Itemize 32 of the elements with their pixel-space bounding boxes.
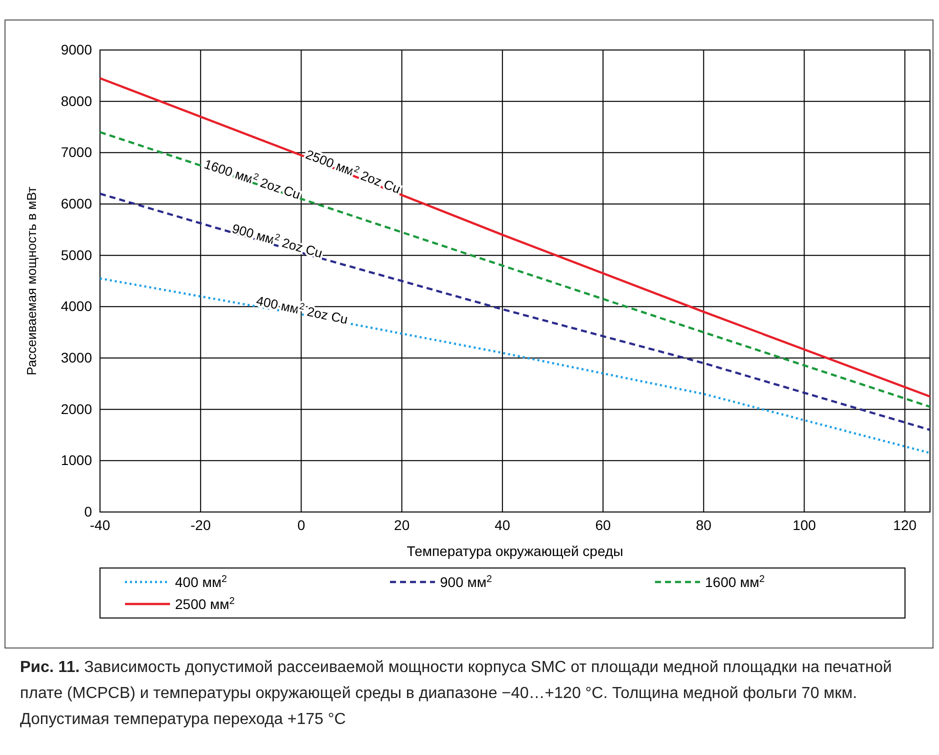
y-tick-label: 4000 [60,298,92,314]
x-tick-label: 40 [494,516,510,533]
y-tick-label: 6000 [60,195,92,212]
y-tick-label: 3000 [60,349,92,366]
y-tick-label: 5000 [60,246,92,263]
legend-label: 2500 мм$^{2}$ [175,596,235,612]
x-tick-label: 100 [792,516,816,533]
line-series [98,277,932,454]
x-tick-label: -40 [90,516,110,533]
y-tick-label: 9000 [60,41,92,58]
annotation: 1600 мм$^{2}$ 2oz Cu [202,156,302,202]
line-series [98,77,932,398]
x-tick-label: 0 [297,516,306,533]
x-tick-label: 80 [696,516,712,533]
x-tick-label: -20 [190,516,211,533]
legend-label: 400 мм$^{2}$ [175,574,227,590]
legend-label: 1600 мм$^{2}$ [705,574,765,590]
y-tick-label: 8000 [60,92,92,109]
y-axis-title: Рассеиваемая мощность в мВт [24,186,39,376]
x-tick-label: 120 [893,516,917,533]
annotation: 2500 мм$^{2}$ 2oz Cu [304,146,403,197]
annotation: 900 мм$^{2}$ 2oz Cu [230,220,324,261]
y-tick-label: 0 [84,503,92,520]
x-axis-title: Температура окружающей среды [406,543,624,559]
y-tick-label: 7000 [60,144,92,160]
x-tick-label: 60 [595,516,612,533]
legend-label: 900 мм$^{2}$ [440,574,492,590]
x-tick-label: 20 [394,516,410,533]
y-tick-label: 2000 [60,400,92,417]
text: Рис. 11. Зависимость допустимой рассеиваемой мощности корпуса SMC от площади медной площадки на печатной плате (MCPCB) и температуры окружающей среды в диапазоне −40…+120 °C. Толщина медной фольги 70 мкм. Допустимая температура перехода +175 °C [20,659,892,728]
line-series [98,131,932,408]
y-tick-label: 1000 [60,452,92,468]
